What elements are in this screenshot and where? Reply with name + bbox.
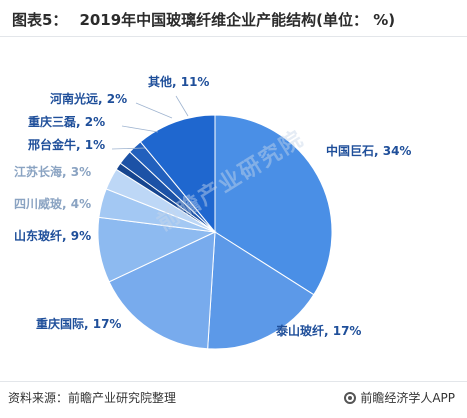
pie-slice — [139, 114, 216, 234]
slice-label: 其他, 11% — [148, 74, 209, 89]
slice-label: 重庆三磊, 2% — [28, 114, 105, 129]
slice-label: 中国巨石, 34% — [326, 143, 411, 158]
source-note: 资料来源：前瞻产业研究院整理 — [8, 391, 177, 405]
pie-slice — [214, 114, 333, 296]
chart-title: 图表5： 2019年中国玻璃纤维企业产能结构(单位： %) — [12, 9, 462, 30]
leader-line — [111, 147, 146, 150]
slice-label: 重庆国际, 17% — [36, 316, 121, 331]
leader-line — [175, 95, 189, 117]
brand-footer: 前瞻经济学人APP — [344, 389, 455, 406]
pie-slice — [108, 231, 216, 350]
slice-label: 邢台金牛, 1% — [28, 137, 105, 152]
slice-label: 四川威玻, 4% — [14, 196, 91, 211]
slice-label: 河南光远, 2% — [49, 91, 127, 106]
figure-number: 图表5： — [12, 11, 68, 29]
leader-line — [135, 102, 173, 119]
brand-logo-icon — [344, 391, 357, 404]
pie-slice — [207, 231, 315, 350]
slice-label: 江苏长海, 3% — [14, 164, 91, 179]
slice-label: 泰山玻纤, 17% — [275, 323, 361, 338]
title-divider — [0, 36, 467, 37]
footer-divider — [0, 381, 467, 382]
brand-name: 前瞻经济学人APP — [360, 391, 455, 405]
leader-line — [121, 125, 159, 133]
slice-label: 山东玻纤, 9% — [14, 228, 91, 243]
pie-chart: 中国巨石, 34% 泰山玻纤, 17% 重庆国际, 17% 山东玻纤, 9% 四川威玻,… — [14, 74, 411, 350]
chart-area: 中国巨石, 34% 泰山玻纤, 17% 重庆国际, 17% 山东玻纤, 9% 四川威玻,… — [0, 37, 467, 377]
title-text: 2019年中国玻璃纤维企业产能结构(单位： %) — [79, 11, 396, 29]
